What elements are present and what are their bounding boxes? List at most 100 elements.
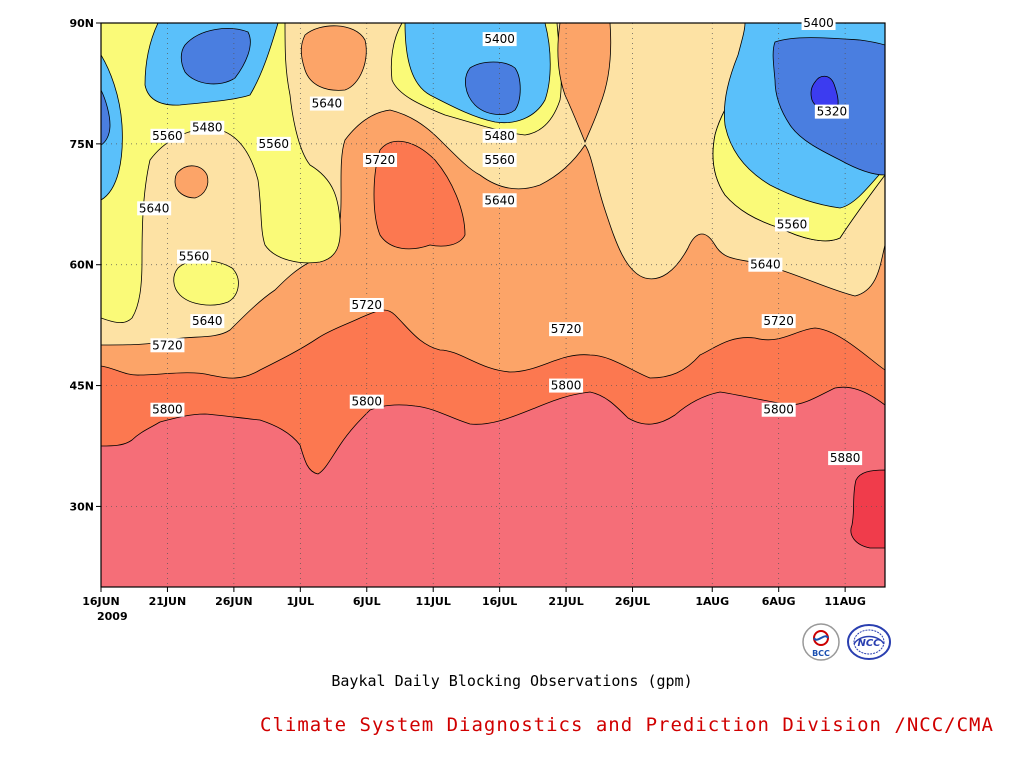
contour-label-text: 5640 xyxy=(192,314,223,328)
contour-label-text: 5480 xyxy=(484,129,515,143)
x-tick-label: 16JUL xyxy=(482,595,517,608)
contour-label-bg xyxy=(190,314,225,329)
x-tick-label: 6JUL xyxy=(353,595,381,608)
band-5320-5400-b xyxy=(465,61,521,115)
band-5480-5560-island xyxy=(173,260,239,306)
x-tick-label: 26JUL xyxy=(615,595,650,608)
band-5320-5400-d xyxy=(101,89,111,146)
contour-label-bg xyxy=(150,128,185,143)
contour-label-bg xyxy=(309,96,344,111)
contour-label-text: 5560 xyxy=(258,137,289,151)
contour-label: 5400 xyxy=(482,32,517,47)
contour-label-text: 5800 xyxy=(763,403,794,417)
contour-label-text: 5560 xyxy=(179,250,210,264)
contour-label-bg xyxy=(150,402,185,417)
contour-label: 5720 xyxy=(150,338,185,353)
contour-label: 5720 xyxy=(549,322,584,337)
contour-label-text: 5800 xyxy=(551,379,582,393)
contour-label-bg xyxy=(482,193,517,208)
contour-label-text: 5800 xyxy=(152,403,183,417)
x-tick-label: 6AUG xyxy=(762,595,796,608)
contour-label-bg xyxy=(828,451,863,466)
contour-label-bg xyxy=(256,136,291,151)
contour-label: 5800 xyxy=(761,402,796,417)
contour-label-text: 5640 xyxy=(484,193,515,207)
contour-label-text: 5560 xyxy=(152,129,183,143)
contour-label: 5640 xyxy=(482,193,517,208)
chart-title: Baykal Daily Blocking Observations (gpm) xyxy=(331,672,693,690)
contour-label-text: 5400 xyxy=(484,32,515,46)
plot-frame xyxy=(100,22,886,588)
contour-label-bg xyxy=(137,201,172,216)
band-5720-5800-cell xyxy=(373,141,466,250)
contour-label-text: 5640 xyxy=(312,97,343,111)
contour-label-bg xyxy=(363,152,398,167)
y-tick-label: 75N xyxy=(69,138,94,151)
contour-label-bg xyxy=(482,32,517,47)
contour-label: 5560 xyxy=(774,217,809,232)
contour-label: 5400 xyxy=(801,16,836,30)
contour-label: 5880 xyxy=(828,451,863,466)
contour-label: 5720 xyxy=(761,314,796,329)
contour-label-bg xyxy=(482,128,517,143)
y-tick-label: 90N xyxy=(69,17,94,30)
contour-label-text: 5400 xyxy=(803,16,834,30)
contour-label: 5720 xyxy=(349,298,384,312)
y-tick-label: 60N xyxy=(69,259,94,272)
contour-label-text: 5480 xyxy=(192,121,223,135)
contour-label: 5720 xyxy=(363,152,398,167)
contour-labels: 5400 5400 5480 5480 5560 5560 5560 5560 5560 5640… xyxy=(137,16,863,466)
x-tick-label: 21JUN xyxy=(149,595,187,608)
y-axis: 30N 45N 60N 75N 90N xyxy=(69,17,101,513)
ncc-logo-icon: NCC xyxy=(847,624,891,660)
contour-label-bg xyxy=(801,16,836,30)
contour-label: 5560 xyxy=(177,249,212,264)
contour-label-bg xyxy=(814,104,849,119)
contour-label-text: 5560 xyxy=(484,153,515,167)
svg-text:BCC: BCC xyxy=(812,649,830,658)
contour-label-bg xyxy=(774,217,809,232)
band-5320-5400-a xyxy=(180,28,251,85)
x-tick-label: 11AUG xyxy=(824,595,865,608)
x-axis: 16JUN 21JUN 26JUN 1JUL 6JUL 11JUL 16JUL 21JUL 26… xyxy=(82,587,866,608)
contour-label-bg xyxy=(150,338,185,353)
x-year-label: 2009 xyxy=(97,610,128,623)
contour-label: 5640 xyxy=(137,201,172,216)
contour-label-text: 5560 xyxy=(777,217,808,231)
contour-label-text: 5720 xyxy=(365,153,396,167)
contour-label-bg xyxy=(177,249,212,264)
y-tick-label: 45N xyxy=(69,380,94,393)
x-tick-label: 16JUN xyxy=(82,595,120,608)
band-5800-5880 xyxy=(101,386,885,587)
contour-label: 5320 xyxy=(814,104,849,119)
contour-label-text: 5720 xyxy=(351,298,382,312)
band-above-5880 xyxy=(850,469,885,549)
contour-label-bg xyxy=(190,120,225,135)
contour-label-text: 5640 xyxy=(750,258,781,272)
y-tick-label: 30N xyxy=(69,500,94,513)
contour-label-bg xyxy=(349,394,384,409)
credit-line: Climate System Diagnostics and Predictio… xyxy=(260,714,994,736)
contour-label: 5560 xyxy=(150,128,185,143)
contour-label: 5480 xyxy=(190,120,225,135)
contour-label: 5560 xyxy=(482,152,517,167)
contour-label-text: 5720 xyxy=(551,322,582,336)
x-tick-label: 21JUL xyxy=(548,595,583,608)
contour-label-text: 5320 xyxy=(817,105,848,119)
contour-label: 5800 xyxy=(349,394,384,409)
contour-label-text: 5880 xyxy=(830,451,861,465)
contour-label-text: 5720 xyxy=(763,314,794,328)
bcc-logo-icon: BCC xyxy=(802,623,840,661)
band-5400-5480-c xyxy=(101,54,123,201)
x-tick-label: 1AUG xyxy=(695,595,729,608)
contour-label: 5560 xyxy=(256,136,291,151)
contour-label-bg xyxy=(549,322,584,337)
contour-label-bg xyxy=(748,257,783,272)
contour-label: 5800 xyxy=(549,378,584,393)
contour-label-text: 5720 xyxy=(152,338,183,352)
band-5640-5720-cell-c xyxy=(557,23,612,144)
contour-label: 5800 xyxy=(150,402,185,417)
contour-label-text: 5800 xyxy=(351,395,382,409)
contour-label-bg xyxy=(482,152,517,167)
